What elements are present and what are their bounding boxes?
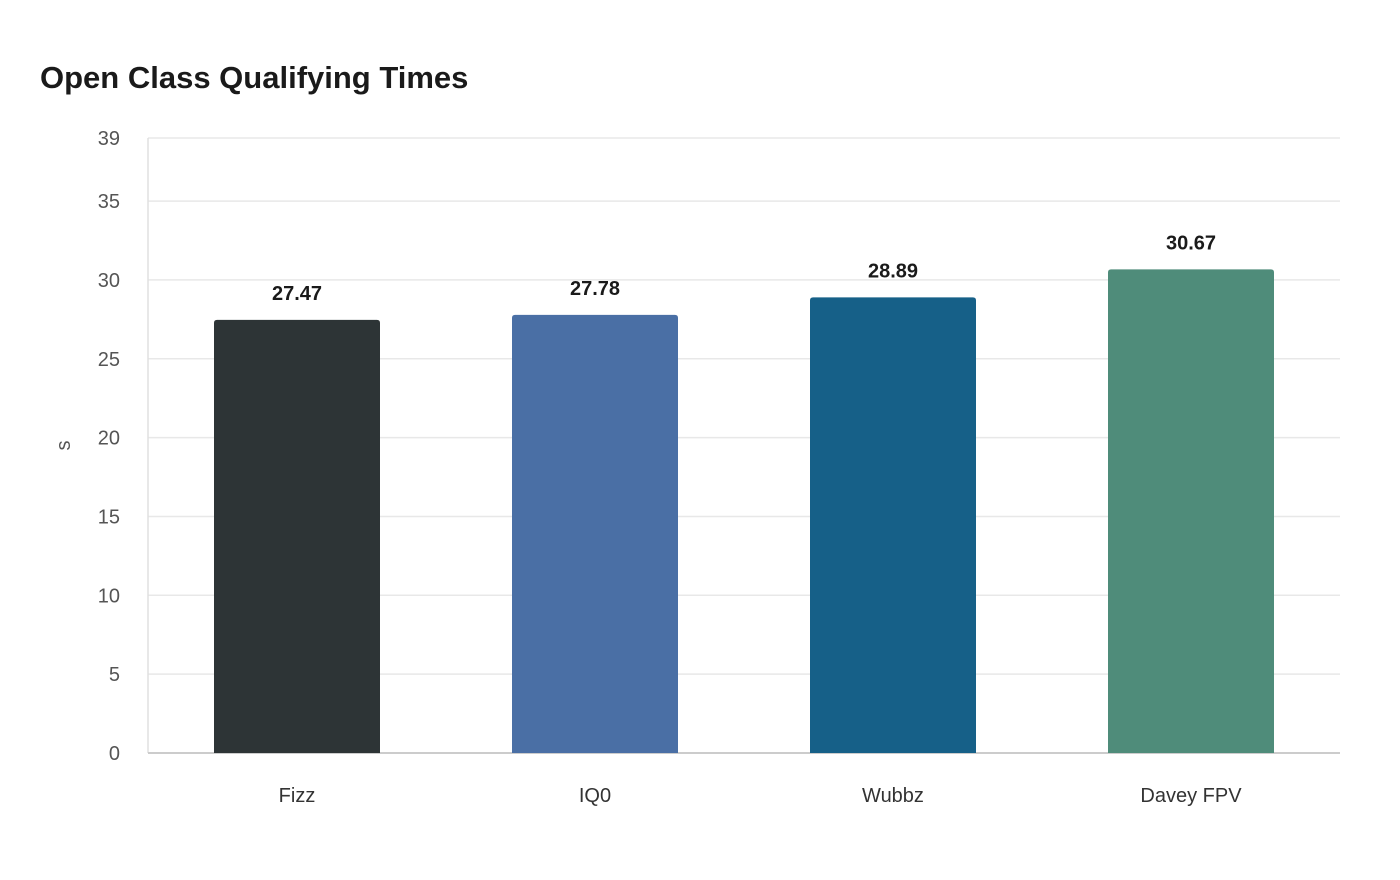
y-axis-label: s bbox=[53, 441, 75, 451]
category-labels: Fizz IQ0 Wubbz Davey FPV bbox=[279, 785, 1243, 807]
y-tick-label: 15 bbox=[98, 506, 120, 528]
y-tick-label: 39 bbox=[98, 128, 120, 150]
bar-value-label: 27.78 bbox=[570, 278, 620, 300]
chart-title: Open Class Qualifying Times bbox=[40, 60, 469, 95]
y-tick-label: 25 bbox=[98, 349, 120, 371]
x-category-label: Davey FPV bbox=[1140, 785, 1242, 807]
bar-value-label: 28.89 bbox=[868, 260, 918, 282]
bar bbox=[214, 319, 380, 753]
x-category-label: Fizz bbox=[279, 785, 316, 807]
x-category-label: Wubbz bbox=[862, 785, 924, 807]
y-tick-label: 20 bbox=[98, 428, 120, 450]
y-tick-label: 10 bbox=[98, 585, 120, 607]
bar-value-label: 27.47 bbox=[272, 283, 322, 305]
y-tick-label: 0 bbox=[109, 743, 120, 765]
bar-value-label: 30.67 bbox=[1166, 232, 1216, 254]
y-tick-label: 35 bbox=[98, 191, 120, 213]
y-tick-label: 30 bbox=[98, 270, 120, 292]
bar bbox=[810, 297, 976, 753]
bars bbox=[214, 269, 1274, 753]
y-tick-labels: 0 5 10 15 20 25 30 35 39 bbox=[98, 128, 120, 765]
bar bbox=[1108, 269, 1274, 753]
bar bbox=[512, 314, 678, 753]
y-tick-label: 5 bbox=[109, 664, 120, 686]
value-labels: 27.47 27.78 28.89 30.67 bbox=[272, 232, 1216, 304]
x-category-label: IQ0 bbox=[579, 785, 611, 807]
